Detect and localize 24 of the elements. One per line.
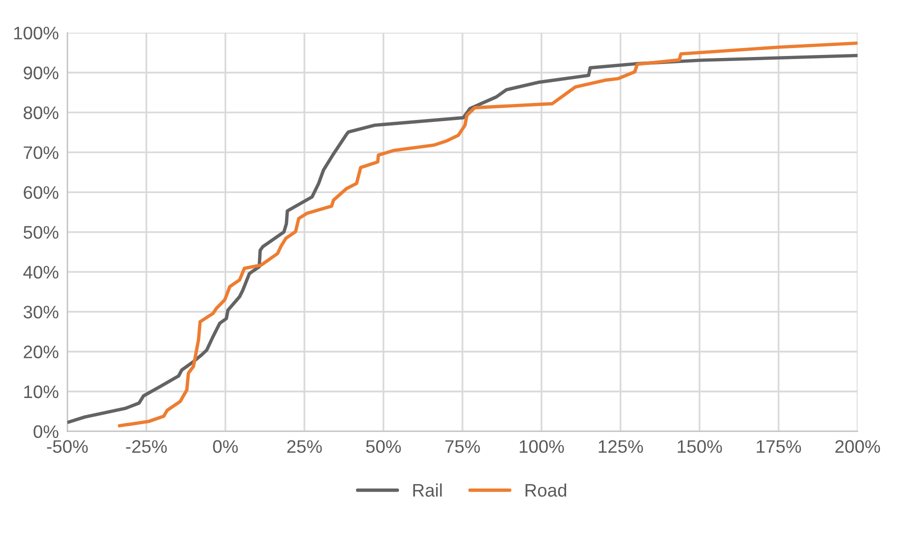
y-tick-label: 90% xyxy=(24,66,58,80)
y-tick-label: 80% xyxy=(24,106,58,120)
x-tick-label: 100% xyxy=(520,440,564,453)
x-tick-label: 25% xyxy=(287,440,322,453)
y-tick-label: 0% xyxy=(34,425,58,438)
y-tick-label: 20% xyxy=(24,346,58,358)
y-tick-label: 50% xyxy=(24,226,58,239)
y-tick-label: 40% xyxy=(23,266,58,279)
x-tick-label: 150% xyxy=(678,440,722,453)
x-tick-label: -25% xyxy=(126,440,167,453)
x-tick-label: 175% xyxy=(756,440,802,453)
x-tick-label: 200% xyxy=(835,440,880,453)
x-tick-label: 0% xyxy=(213,440,238,453)
x-tick-label: -50% xyxy=(47,440,88,453)
legend-label: Rail xyxy=(413,483,442,497)
x-tick-label: 125% xyxy=(598,440,643,453)
y-tick-label: 70% xyxy=(24,146,58,160)
x-tick-label: 75% xyxy=(445,440,480,453)
y-tick-label: 60% xyxy=(24,186,58,199)
y-tick-label: 10% xyxy=(24,385,58,398)
y-tick-label: 100% xyxy=(14,26,58,40)
x-tick-label: 50% xyxy=(366,440,401,453)
y-tick-label: 30% xyxy=(24,306,58,318)
legend-label: Road xyxy=(526,483,566,497)
